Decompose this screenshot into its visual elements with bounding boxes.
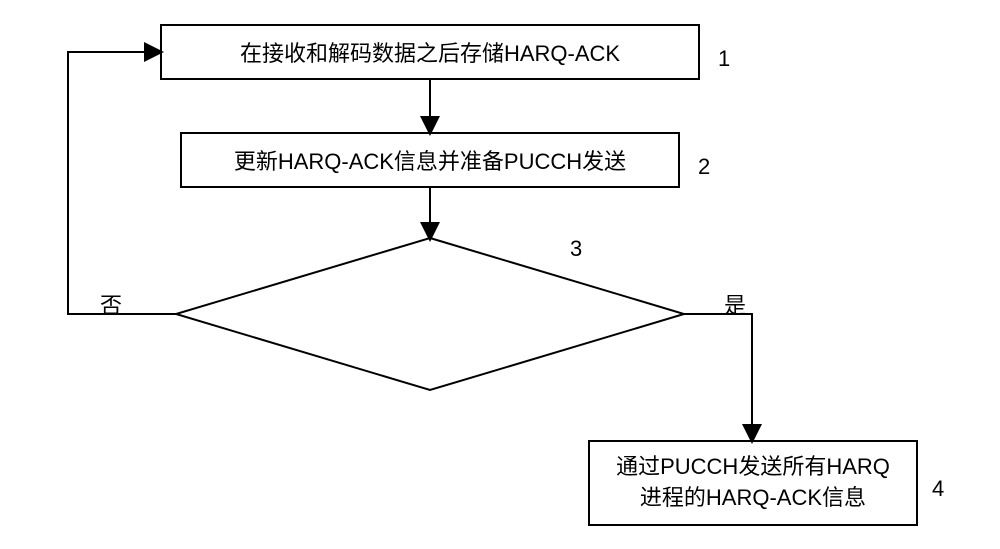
step-1-text: 在接收和解码数据之后存储HARQ-ACK <box>240 36 620 68</box>
edge-yes-label: 是 <box>724 288 746 320</box>
step-4-box: 通过PUCCH发送所有HARQ 进程的HARQ-ACK信息 <box>588 440 918 526</box>
step-4-text-wrap: 通过PUCCH发送所有HARQ 进程的HARQ-ACK信息 <box>616 452 890 514</box>
edge-no-label: 否 <box>100 288 122 320</box>
edge-3-1-no <box>68 52 176 314</box>
edge-3-4-yes <box>684 314 752 440</box>
step-1-label: 1 <box>718 46 730 72</box>
step-2-label: 2 <box>698 154 710 180</box>
step-3-label: 3 <box>570 236 582 262</box>
step-2-box: 更新HARQ-ACK信息并准备PUCCH发送 <box>180 132 680 188</box>
step-4-text-line2: 进程的HARQ-ACK信息 <box>616 483 890 514</box>
step-4-label: 4 <box>932 476 944 502</box>
step-3-text: HARQ-ACK反馈触发 <box>176 298 684 330</box>
step-1-box: 在接收和解码数据之后存储HARQ-ACK <box>160 24 700 80</box>
flowchart-container: 在接收和解码数据之后存储HARQ-ACK 1 更新HARQ-ACK信息并准备PU… <box>0 0 1000 549</box>
step-4-text-line1: 通过PUCCH发送所有HARQ <box>616 452 890 483</box>
step-2-text: 更新HARQ-ACK信息并准备PUCCH发送 <box>234 144 626 176</box>
